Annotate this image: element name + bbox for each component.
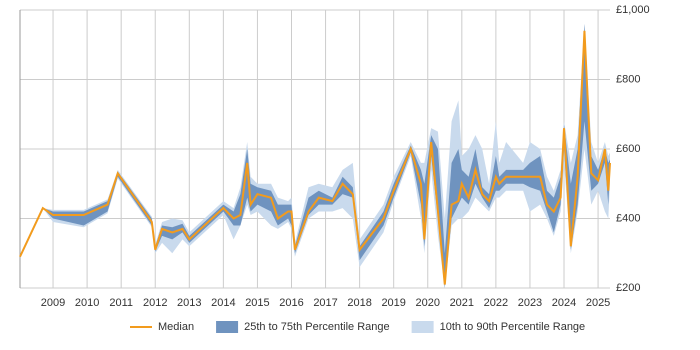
median-line [19,30,611,285]
legend-swatch [411,321,434,333]
legend-label: 25th to 75th Percentile Range [244,321,390,333]
grid [19,9,610,289]
x-tick-label: 2013 [177,297,201,309]
x-tick-label: 2017 [313,297,337,309]
x-tick-label: 2009 [41,297,65,309]
x-tick-label: 2020 [416,297,440,309]
x-tick-label: 2018 [347,297,371,309]
legend-label: 10th to 90th Percentile Range [440,321,586,333]
x-tick-label: 2019 [381,297,405,309]
range-band [20,23,610,289]
y-tick-label: £800 [616,73,640,85]
y-tick-label: £1,000 [616,4,650,16]
x-tick-label: 2022 [484,297,508,309]
x-tick-label: 2024 [552,297,576,309]
x-tick-label: 2021 [450,297,474,309]
x-tick-label: 2016 [279,297,303,309]
legend-swatch [216,321,239,333]
axis-labels: £200 £400 £600 £800 £1,000 2009 2010 2011 2012 20… [41,4,650,309]
y-tick-label: £200 [616,282,640,294]
x-tick-label: 2023 [518,297,542,309]
legend-label: Median [158,321,194,333]
x-tick-label: 2010 [75,297,99,309]
x-tick-label: 2015 [245,297,269,309]
x-tick-label: 2011 [109,297,133,309]
y-tick-label: £400 [616,212,640,224]
y-tick-label: £600 [616,143,640,155]
x-tick-label: 2012 [143,297,167,309]
legend: Median 25th to 75th Percentile Range 10th … [130,321,585,333]
x-tick-label: 2025 [586,297,610,309]
range-band [20,23,610,289]
x-tick-label: 2014 [211,297,235,309]
plot-area [19,23,611,289]
